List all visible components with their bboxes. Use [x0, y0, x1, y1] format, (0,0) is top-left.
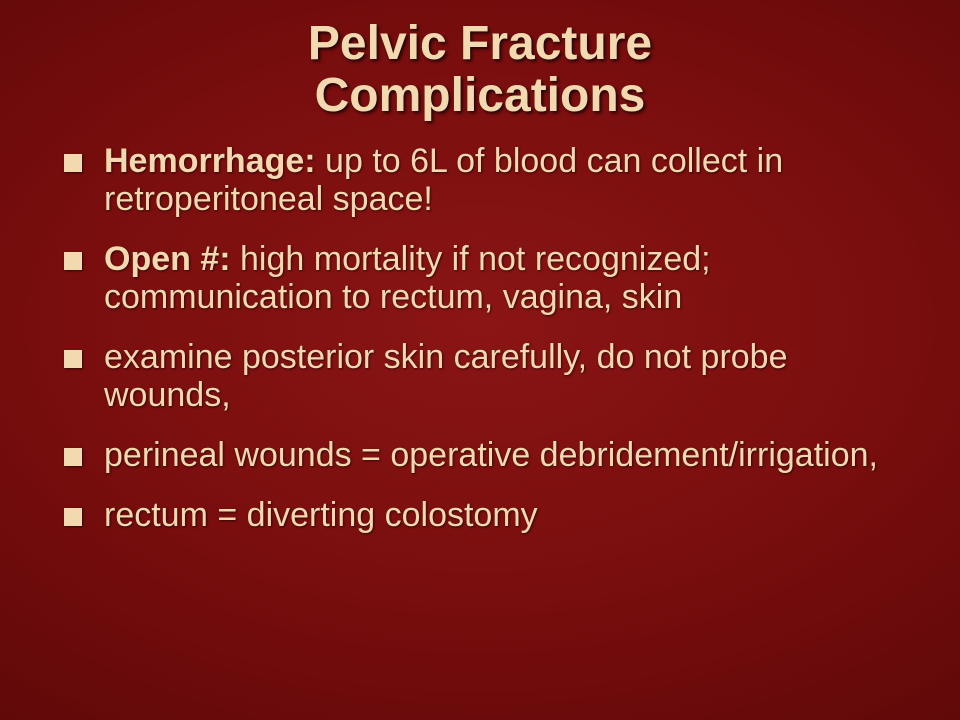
slide-title: Pelvic Fracture Complications [40, 18, 920, 122]
bullet-bold: Hemorrhage: [104, 142, 316, 180]
list-item: rectum = diverting colostomy [64, 496, 896, 534]
title-line-2: Complications [315, 69, 646, 122]
slide: Pelvic Fracture Complications Hemorrhage… [0, 0, 960, 720]
list-item: Hemorrhage: up to 6L of blood can collec… [64, 142, 896, 218]
bullet-text: examine posterior skin carefully, do not… [104, 338, 788, 414]
title-line-1: Pelvic Fracture [308, 17, 652, 70]
bullet-text: perineal wounds = operative debridement/… [104, 436, 878, 474]
bullet-text: rectum = diverting colostomy [104, 496, 538, 534]
bullet-bold: Open #: [104, 240, 231, 278]
list-item: examine posterior skin carefully, do not… [64, 338, 896, 414]
list-item: perineal wounds = operative debridement/… [64, 436, 896, 474]
bullet-list: Hemorrhage: up to 6L of blood can collec… [40, 142, 920, 535]
list-item: Open #: high mortality if not recognized… [64, 240, 896, 316]
